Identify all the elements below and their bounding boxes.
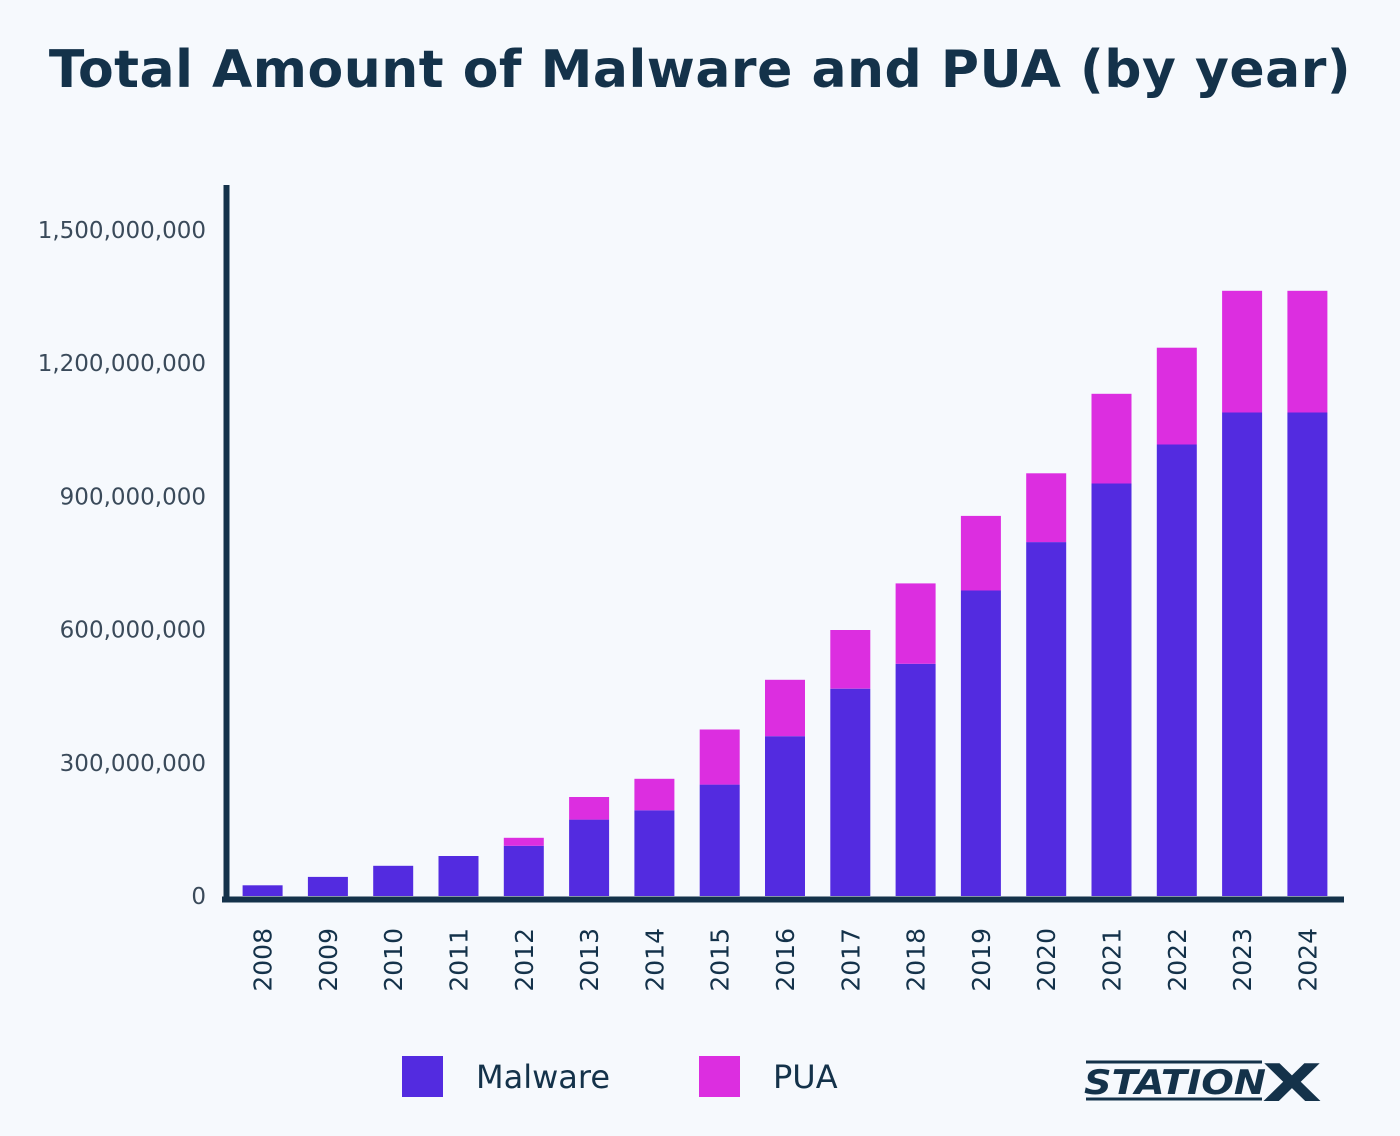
bar-malware-2011	[438, 856, 479, 896]
bar-malware-2014	[634, 810, 675, 896]
bar-malware-2012	[503, 845, 544, 896]
y-tick-label-600000000: 600,000,000	[60, 618, 206, 644]
bar-malware-2013	[569, 819, 610, 896]
bars-group	[242, 290, 1328, 896]
y-tick-label-300000000: 300,000,000	[60, 751, 206, 777]
bar-pua-2012	[503, 837, 544, 846]
bar-malware-2016	[765, 736, 805, 896]
x-tick-label-2014: 2014	[640, 928, 669, 992]
x-tick-label-2013: 2013	[575, 928, 604, 992]
x-tick-label-2020: 2020	[1032, 928, 1061, 992]
chart-title: Total Amount of Malware and PUA (by year…	[48, 40, 1352, 100]
y-ticks-group: 0 300,000,000 600,000,000 900,000,000 1,200,…	[38, 218, 206, 910]
y-tick-label-0: 0	[191, 884, 206, 910]
bar-malware-2017	[830, 688, 871, 896]
x-tick-label-2016: 2016	[771, 928, 800, 992]
stationx-logo: STATION X	[1084, 1054, 1322, 1114]
bar-malware-2024	[1287, 412, 1328, 896]
bar-pua-2016	[765, 679, 805, 737]
legend: Malware PUA	[402, 1056, 838, 1097]
bar-malware-2020	[1026, 542, 1067, 896]
bar-pua-2023	[1222, 290, 1263, 413]
bar-pua-2019	[960, 515, 1001, 591]
bar-malware-2018	[895, 663, 936, 896]
x-tick-label-2021: 2021	[1098, 928, 1127, 992]
bar-pua-2017	[830, 630, 871, 689]
x-tick-label-2017: 2017	[836, 928, 865, 992]
bar-malware-2021	[1091, 483, 1132, 896]
y-tick-label-900000000: 900,000,000	[60, 484, 206, 510]
y-tick-label-1500000000: 1,500,000,000	[38, 218, 206, 244]
x-tick-label-2008: 2008	[249, 928, 278, 992]
legend-swatch-pua	[699, 1056, 740, 1097]
x-tick-label-2010: 2010	[379, 928, 408, 992]
bar-malware-2023	[1222, 412, 1263, 896]
logo-x: X	[1262, 1054, 1322, 1114]
legend-swatch-malware	[402, 1056, 443, 1097]
bar-pua-2020	[1026, 473, 1067, 543]
bar-pua-2015	[699, 729, 740, 785]
bar-malware-2008	[242, 885, 283, 896]
x-tick-label-2024: 2024	[1293, 928, 1322, 992]
bar-malware-2015	[699, 784, 740, 896]
y-tick-label-1200000000: 1,200,000,000	[38, 351, 206, 377]
bar-pua-2021	[1091, 393, 1132, 484]
bar-pua-2024	[1287, 290, 1328, 413]
bar-malware-2010	[373, 865, 414, 896]
bar-pua-2022	[1156, 347, 1197, 445]
x-tick-label-2023: 2023	[1228, 928, 1257, 992]
x-tick-label-2011: 2011	[445, 928, 474, 992]
bar-pua-2013	[569, 797, 610, 820]
x-tick-label-2022: 2022	[1163, 928, 1192, 992]
x-tick-label-2018: 2018	[902, 928, 931, 992]
legend-label-malware: Malware	[476, 1058, 610, 1096]
x-tick-label-2015: 2015	[706, 928, 735, 992]
bar-malware-2022	[1156, 444, 1197, 896]
x-ticks-group: 2008 2009 2010 2011 2012 2013 2014 2015 2016 2017…	[249, 928, 1323, 992]
logo-text: STATION	[1084, 1063, 1266, 1103]
legend-label-pua: PUA	[773, 1058, 838, 1096]
bar-pua-2014	[634, 778, 675, 811]
x-tick-label-2012: 2012	[510, 928, 539, 992]
x-tick-label-2019: 2019	[967, 928, 996, 992]
bar-malware-2009	[307, 876, 348, 896]
bar-malware-2019	[960, 590, 1001, 896]
x-tick-label-2009: 2009	[314, 928, 343, 992]
bar-pua-2018	[895, 583, 936, 664]
